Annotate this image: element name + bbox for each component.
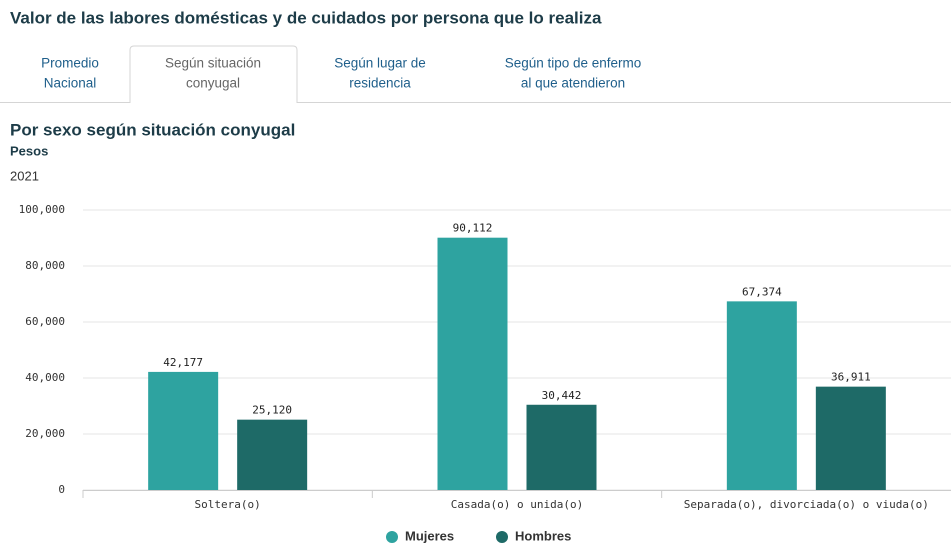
bar <box>526 404 597 490</box>
tab-label[interactable]: al que atendieron <box>521 76 625 91</box>
bar <box>148 371 219 490</box>
x-tick-label: Separada(o), divorciada(o) o viuda(o) <box>684 498 929 511</box>
tab-label[interactable]: Nacional <box>44 76 97 91</box>
x-tick-label: Soltera(o) <box>195 498 261 511</box>
bar <box>726 301 797 490</box>
tab-label[interactable]: Promedio <box>41 56 99 71</box>
tab-label[interactable]: Según tipo de enfermo <box>505 56 642 71</box>
tab-label[interactable]: residencia <box>349 76 411 91</box>
bar <box>815 386 886 490</box>
legend-label[interactable]: Mujeres <box>405 528 454 543</box>
plot: 0 20,000 40,000 60,000 80,000 100,000 Soltera(… <box>19 203 951 543</box>
bar <box>237 419 308 490</box>
data-label: 25,120 <box>252 404 292 417</box>
active-tab <box>129 45 298 103</box>
data-label: 30,442 <box>542 389 582 402</box>
tab-label[interactable]: conyugal <box>186 76 240 91</box>
legend-swatch <box>496 531 508 543</box>
x-tick-label: Casada(o) o unida(o) <box>451 498 583 511</box>
unit-label: Pesos <box>10 143 48 158</box>
legend-label[interactable]: Hombres <box>515 528 571 543</box>
y-tick-label: 40,000 <box>25 371 65 384</box>
y-tick-label: 0 <box>58 483 65 496</box>
data-label: 90,112 <box>453 222 493 235</box>
period-label: 2021 <box>10 168 39 183</box>
chart-title: Por sexo según situación conyugal <box>10 120 295 139</box>
y-tick-label: 80,000 <box>25 259 65 272</box>
legend-swatch <box>386 531 398 543</box>
data-label: 42,177 <box>163 356 203 369</box>
y-tick-label: 60,000 <box>25 315 65 328</box>
tab-label[interactable]: Según lugar de <box>334 56 426 71</box>
tab-label[interactable]: Según situación <box>165 56 261 71</box>
data-label: 67,374 <box>742 285 782 298</box>
y-tick-label: 20,000 <box>25 427 65 440</box>
page-title: Valor de las labores domésticas y de cui… <box>10 8 602 27</box>
y-tick-label: 100,000 <box>19 203 65 216</box>
bar <box>437 237 508 490</box>
data-label: 36,911 <box>831 371 871 384</box>
tab-bar: Promedio Nacional Según situación conyugal S… <box>41 45 642 103</box>
